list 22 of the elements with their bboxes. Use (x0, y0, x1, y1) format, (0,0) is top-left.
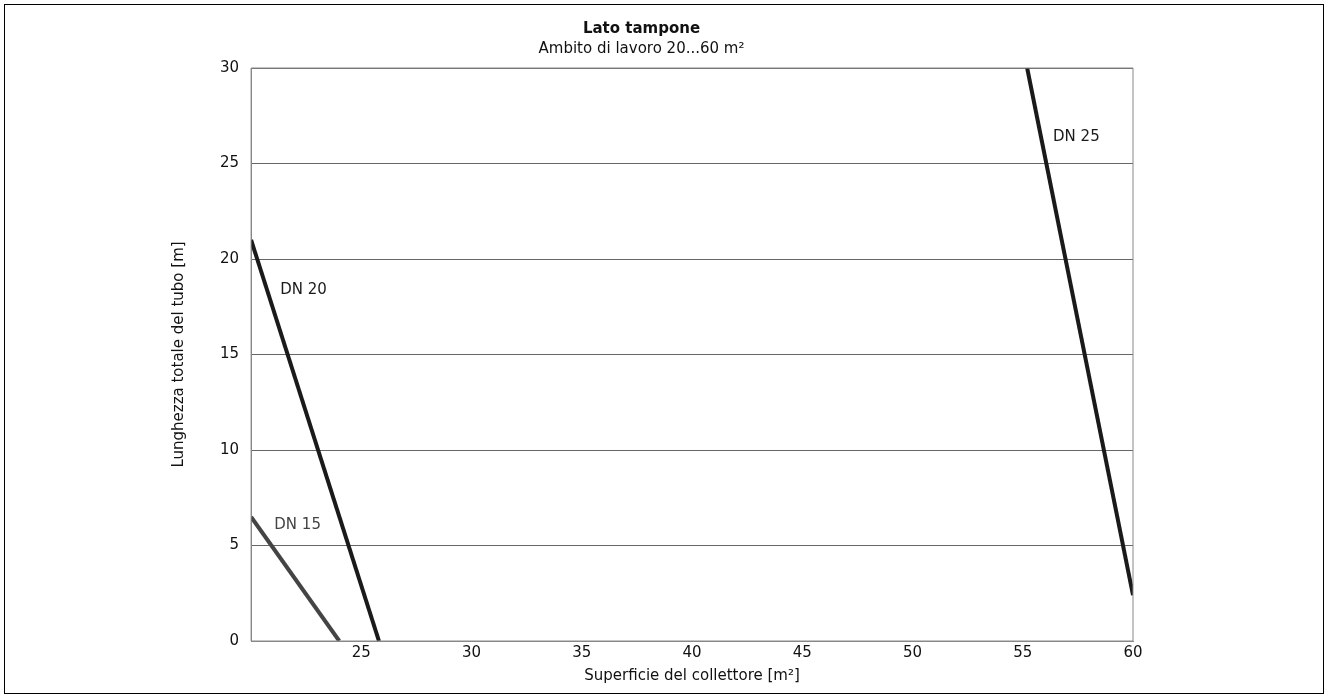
y-tick-label: 0 (229, 630, 240, 649)
x-tick-label: 45 (792, 642, 812, 661)
x-tick-label: 40 (682, 642, 702, 661)
chart-title: Lato tampone (582, 18, 701, 37)
x-tick-label: 60 (1123, 642, 1143, 661)
y-tick-label: 5 (229, 535, 240, 554)
y-tick-label: 30 (219, 57, 240, 76)
y-tick-label: 25 (219, 153, 240, 172)
x-tick-label: 50 (902, 642, 923, 661)
x-tick-label: 35 (572, 642, 592, 661)
y-axis-title: Lunghezza totale del tubo [m] (168, 241, 187, 468)
y-tick-label: 10 (219, 439, 240, 458)
y-tick-label: 15 (219, 344, 240, 363)
series-label: DN 15 (274, 515, 321, 534)
y-tick-label: 20 (219, 248, 240, 267)
x-tick-label: 30 (462, 642, 482, 661)
x-tick-label: 25 (351, 642, 371, 661)
series-label: DN 25 (1053, 126, 1100, 145)
series-label: DN 20 (280, 279, 327, 298)
x-axis-title: Superficie del collettore [m²] (584, 665, 800, 684)
x-tick-label: 55 (1013, 642, 1033, 661)
chart-subtitle: Ambito di lavoro 20...60 m² (538, 38, 745, 57)
